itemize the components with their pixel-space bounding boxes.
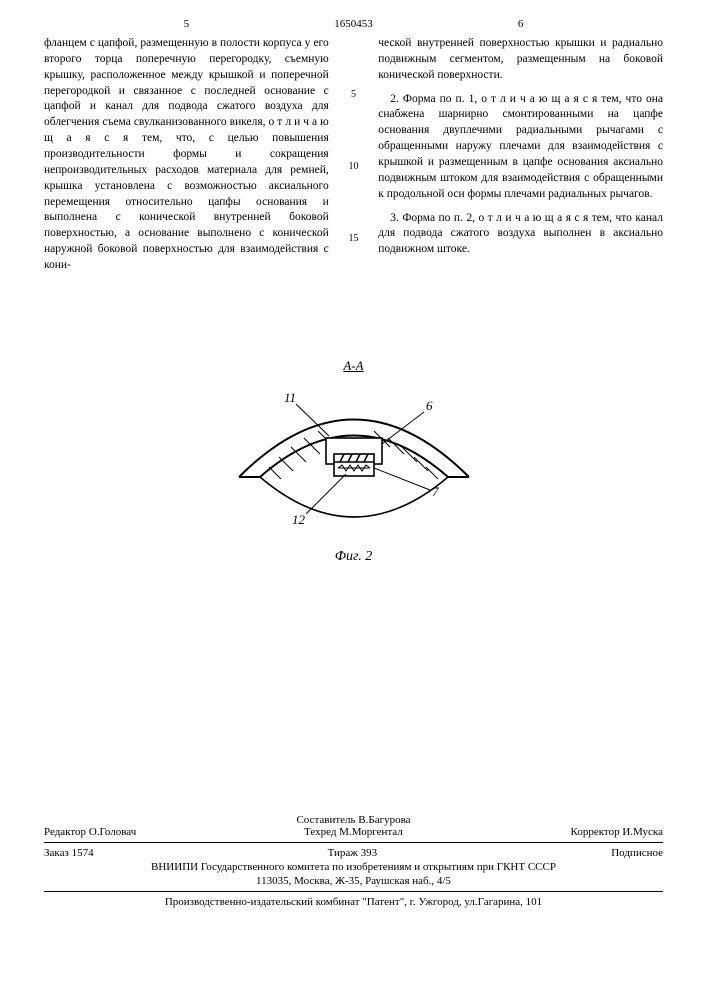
line-number: 10 [348, 160, 358, 174]
figure-2: А-А [44, 358, 663, 565]
techred-cell: Техред М.Моргентал [304, 826, 403, 838]
corrector-name: И.Муска [622, 826, 663, 838]
tirage-number: 393 [361, 847, 378, 859]
figure-caption: Фиг. 2 [335, 549, 373, 565]
figure-label-11: 11 [284, 390, 296, 405]
column-right-para-1: ческой внутренней поверхностью крышки и … [378, 36, 663, 84]
producer-line: Производственно-издательский комбинат "П… [44, 896, 663, 908]
order-row: Заказ 1574 Тираж 393 Подписное [44, 847, 663, 859]
composer-label: Составитель [296, 814, 355, 826]
order-label: Заказ [44, 847, 69, 859]
figure-label-6: 6 [426, 398, 433, 413]
body-columns: фланцем с цапфой, размещенную в полости … [44, 36, 663, 336]
org-address: 113035, Москва, Ж-35, Раушская наб., 4/5 [44, 875, 663, 887]
order-cell: Заказ 1574 [44, 847, 94, 859]
column-right-para-2: 2. Форма по п. 1, о т л и ч а ю щ а я с … [378, 92, 663, 203]
org-line: ВНИИПИ Государственного комитета по изоб… [44, 861, 663, 873]
rule-1 [44, 842, 663, 843]
techred-label: Техред [304, 826, 336, 838]
figure-label-12: 12 [292, 512, 306, 527]
line-number: 15 [348, 232, 358, 246]
order-number: 1574 [72, 847, 94, 859]
editor-name: О.Головач [89, 826, 136, 838]
credits-row: Редактор О.Головач Техред М.Моргентал Ко… [44, 826, 663, 838]
imprint-block: Составитель В.Багурова Редактор О.Голова… [44, 814, 663, 908]
column-right: ческой внутренней поверхностью крышки и … [378, 36, 663, 336]
composer-name: В.Багурова [358, 814, 410, 826]
column-right-para-3: 3. Форма по п. 2, о т л и ч а ю щ а я с … [378, 211, 663, 259]
subscription-cell: Подписное [611, 847, 663, 859]
figure-label-7: 7 [432, 484, 439, 499]
editor-cell: Редактор О.Головач [44, 826, 136, 838]
page: 5 1650453 6 фланцем с цапфой, размещенну… [0, 0, 707, 1000]
column-left: фланцем с цапфой, размещенную в полости … [44, 36, 329, 336]
line-number-gutter: 5 10 15 [329, 36, 379, 336]
tirage-cell: Тираж 393 [328, 847, 378, 859]
rule-2 [44, 891, 663, 892]
line-number: 5 [351, 88, 356, 102]
page-number-left: 5 [44, 18, 329, 30]
page-number-right: 6 [378, 18, 663, 30]
corrector-cell: Корректор И.Муска [571, 826, 663, 838]
header-row: 5 1650453 6 [44, 18, 663, 30]
figure-svg: 11 6 7 12 [214, 382, 494, 547]
editor-label: Редактор [44, 826, 86, 838]
column-left-text: фланцем с цапфой, размещенную в полости … [44, 37, 329, 271]
section-label: А-А [343, 358, 363, 374]
document-number: 1650453 [329, 18, 379, 30]
composer-line: Составитель В.Багурова [44, 814, 663, 826]
corrector-label: Корректор [571, 826, 620, 838]
tirage-label: Тираж [328, 847, 358, 859]
techred-name: М.Моргентал [339, 826, 403, 838]
